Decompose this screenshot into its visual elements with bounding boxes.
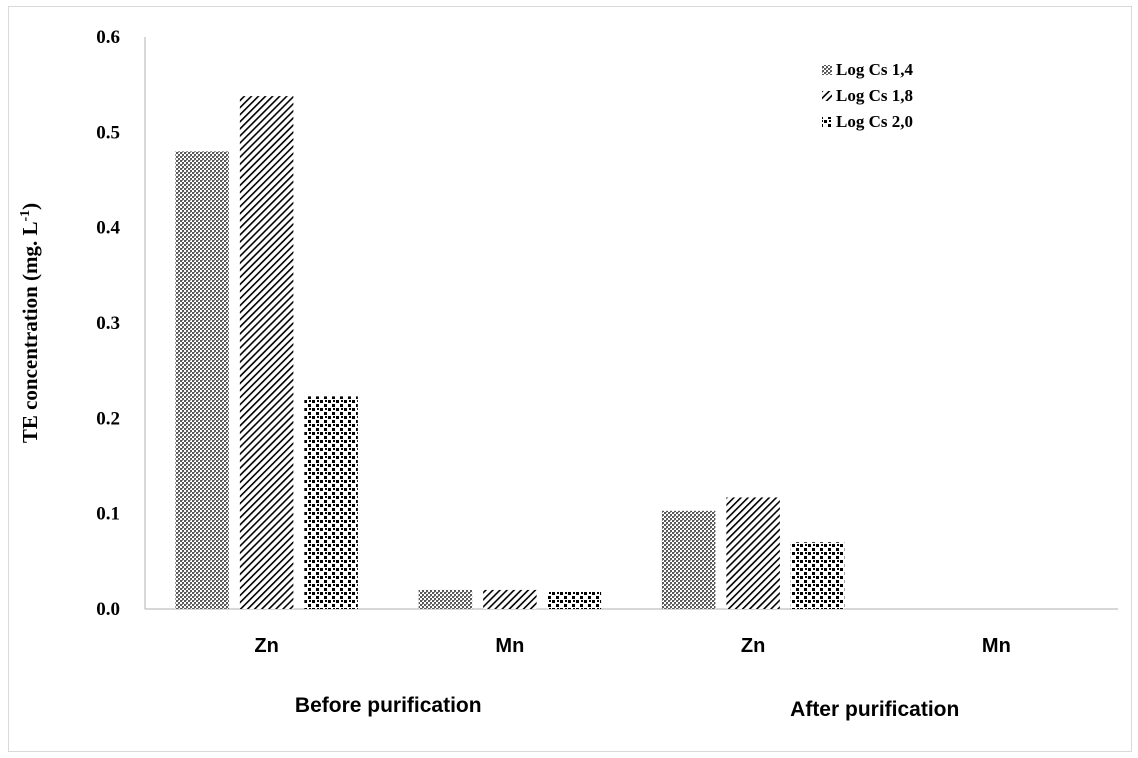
y-tick-label: 0.0 [96, 599, 120, 620]
bar-log-cs-2-0 [547, 591, 602, 609]
y-axis-title: TE concentration (mg. L-1) [18, 203, 42, 443]
group-label: Before purification [295, 694, 482, 717]
legend-swatch [822, 117, 832, 127]
y-tick-label: 0.3 [96, 313, 120, 334]
group-label: After purification [790, 698, 959, 721]
y-tick-label: 0.2 [96, 408, 120, 429]
bar-log-cs-1-4 [418, 589, 473, 609]
legend-swatch [822, 91, 832, 101]
bar-log-cs-1-4 [175, 151, 229, 609]
category-label: Zn [741, 635, 765, 657]
category-label: Mn [982, 635, 1011, 657]
y-tick-label: 0.1 [96, 504, 120, 525]
legend-entry: Log Cs 1,4 [836, 60, 913, 79]
bar-log-cs-2-0 [790, 542, 845, 609]
y-tick-label: 0.5 [96, 122, 120, 143]
category-label: Mn [495, 635, 524, 657]
category-label: Zn [254, 635, 278, 657]
bar-log-cs-1-8 [239, 96, 294, 609]
bar-log-cs-1-8 [483, 589, 537, 609]
bar-log-cs-2-0 [304, 396, 358, 609]
legend-entry: Log Cs 2,0 [836, 112, 913, 131]
y-tick-label: 0.4 [96, 218, 120, 239]
legend-entry: Log Cs 1,8 [836, 86, 913, 105]
legend-swatch [822, 65, 832, 75]
y-tick-label: 0.6 [96, 27, 120, 48]
bar-log-cs-1-8 [726, 497, 780, 609]
bar-log-cs-1-4 [661, 510, 716, 609]
